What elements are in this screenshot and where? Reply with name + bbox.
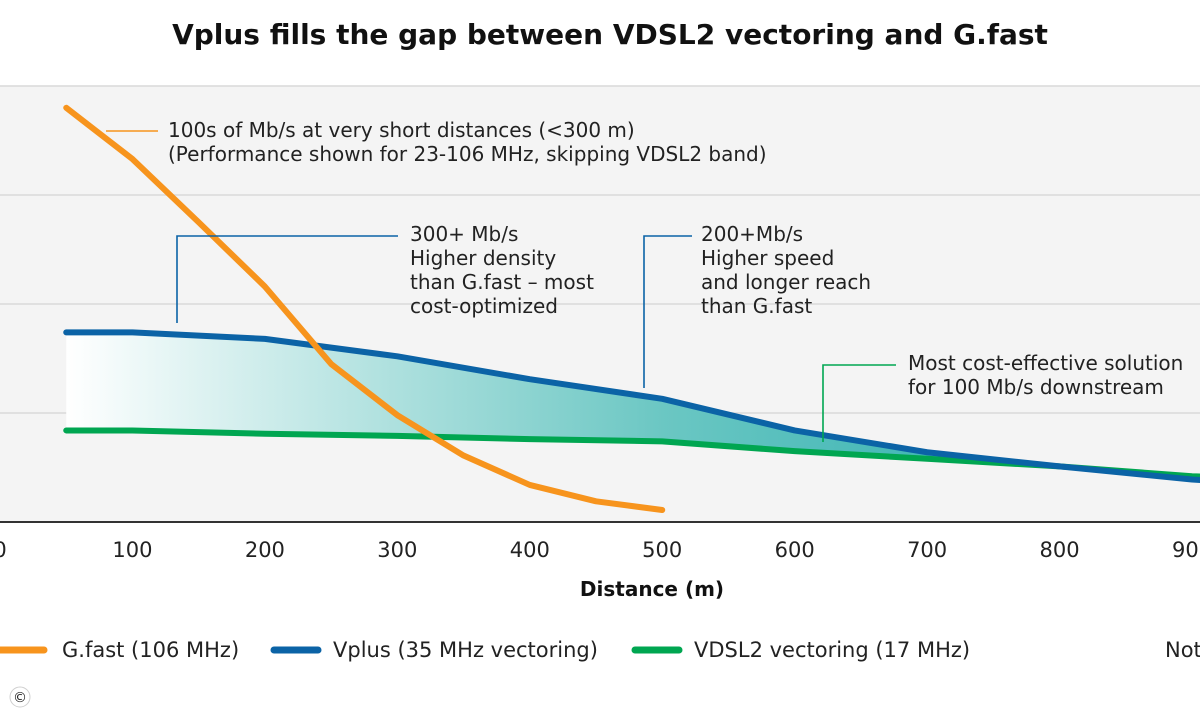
note-text: Note bbox=[1165, 638, 1200, 662]
annotations: 100s of Mb/s at very short distances (<3… bbox=[106, 118, 1183, 442]
x-axis-label: Distance (m) bbox=[580, 577, 724, 601]
annotation-text-line: 300+ Mb/s bbox=[410, 222, 518, 246]
annotation-text-line: Most cost-effective solution bbox=[908, 351, 1183, 375]
annotation-text-line: than G.fast – most bbox=[410, 270, 594, 294]
copyright-symbol: © bbox=[13, 690, 27, 706]
legend: G.fast (106 MHz) Vplus (35 MHz vectoring)… bbox=[0, 638, 970, 662]
annotation-text-line: and longer reach bbox=[701, 270, 871, 294]
chart-title: Vplus fills the gap between VDSL2 vector… bbox=[172, 18, 1048, 51]
x-tick-label: 500 bbox=[642, 538, 682, 562]
annotation-leader-line bbox=[176, 235, 398, 323]
annotation-text-line: 200+Mb/s bbox=[701, 222, 803, 246]
x-tick-label: 0 bbox=[0, 538, 7, 562]
x-tick-label: 100 bbox=[112, 538, 152, 562]
annotation-text-line: for 100 Mb/s downstream bbox=[908, 375, 1164, 399]
annotation-gfast: 100s of Mb/s at very short distances (<3… bbox=[106, 118, 767, 166]
series-line-g-fast-106-mhz bbox=[63, 104, 666, 514]
annotation-text-line: Higher density bbox=[410, 246, 556, 270]
legend-label: VDSL2 vectoring (17 MHz) bbox=[694, 638, 970, 662]
series-lines bbox=[63, 104, 1200, 514]
x-tick-label: 800 bbox=[1040, 538, 1080, 562]
legend-item: G.fast (106 MHz) bbox=[0, 638, 239, 662]
legend-item: Vplus (35 MHz vectoring) bbox=[270, 638, 598, 662]
legend-label: Vplus (35 MHz vectoring) bbox=[333, 638, 598, 662]
annotation-text-line: (Performance shown for 23-106 MHz, skipp… bbox=[168, 142, 767, 166]
x-tick-label: 700 bbox=[907, 538, 947, 562]
x-tick-label: 900 bbox=[1172, 538, 1200, 562]
annotation-leader-line bbox=[643, 235, 692, 388]
vplus-vdsl2-gap-area bbox=[66, 332, 1200, 481]
x-tick-labels: 0 100 200 300 400 500 600 700 800 900 bbox=[0, 538, 1200, 562]
annotation-text-line: cost-optimized bbox=[410, 294, 558, 318]
x-tick-label: 300 bbox=[377, 538, 417, 562]
legend-label: G.fast (106 MHz) bbox=[62, 638, 239, 662]
annotation-text-line: Higher speed bbox=[701, 246, 834, 270]
annotation-text-line: than G.fast bbox=[701, 294, 812, 318]
x-tick-label: 400 bbox=[510, 538, 550, 562]
x-tick-label: 600 bbox=[775, 538, 815, 562]
x-tick-label: 200 bbox=[245, 538, 285, 562]
series-line-vplus-35-mhz-vectoring bbox=[63, 329, 1200, 484]
legend-item: VDSL2 vectoring (17 MHz) bbox=[631, 638, 970, 662]
annotation-text-line: 100s of Mb/s at very short distances (<3… bbox=[168, 118, 635, 142]
copyright-circle bbox=[9, 686, 31, 708]
annotation-leader-line bbox=[822, 364, 896, 442]
